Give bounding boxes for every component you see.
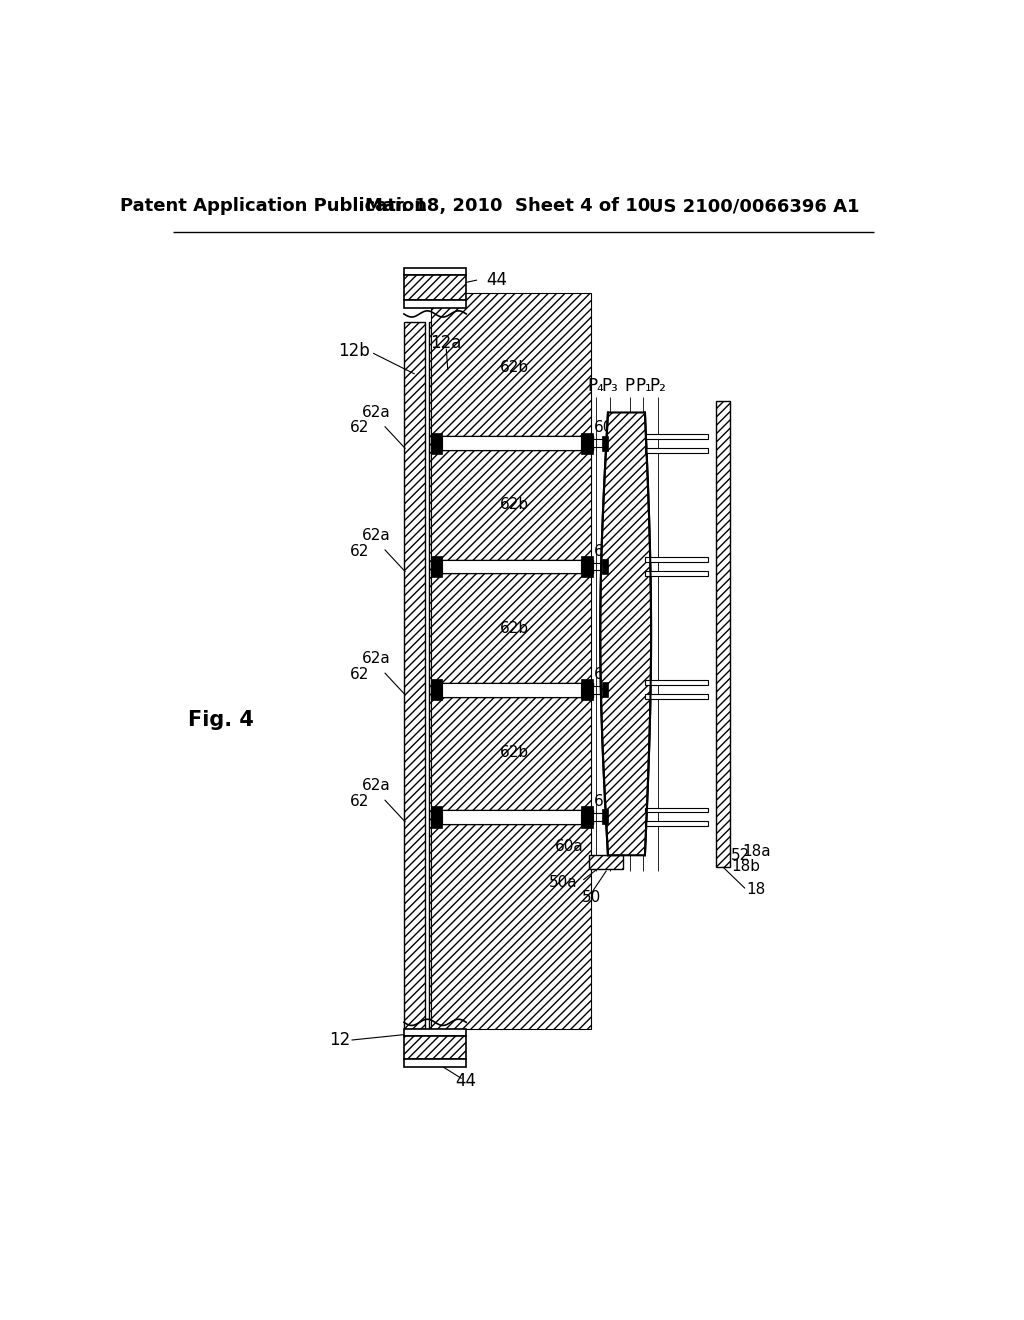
Bar [431,437,593,450]
Bar [431,682,593,697]
Bar [645,821,708,826]
Bar [429,322,466,1028]
Polygon shape [600,412,651,855]
Text: 60: 60 [594,420,613,436]
Text: 52: 52 [731,847,751,863]
Text: 12a: 12a [430,334,462,352]
Bar [716,401,730,867]
Bar [431,433,442,454]
Bar [442,560,581,573]
Bar [645,681,708,685]
Bar [581,807,593,828]
Text: 62: 62 [350,544,370,558]
Bar [581,678,593,701]
Text: 62: 62 [350,420,370,436]
Bar [442,437,581,450]
Bar [593,562,608,570]
Text: P: P [625,376,635,395]
Bar [431,293,591,437]
Bar [581,433,593,454]
Bar [602,809,608,825]
Bar [431,556,442,577]
Bar [581,556,593,577]
Text: P₁: P₁ [635,376,651,395]
Bar [590,855,624,869]
Text: P₃: P₃ [601,376,617,395]
Text: P₄: P₄ [588,376,604,395]
Text: 18a: 18a [742,843,771,859]
Bar [403,1059,466,1067]
Bar [602,436,608,451]
Bar [431,807,442,828]
Text: 60: 60 [594,544,613,558]
Text: 62b: 62b [501,360,529,375]
Bar [403,300,466,308]
Bar [645,808,708,812]
Text: 62b: 62b [501,620,529,636]
Text: 12: 12 [329,1031,350,1049]
Bar [431,450,591,560]
Text: 62a: 62a [361,528,390,544]
Text: P₂: P₂ [649,376,667,395]
Bar [431,824,591,1028]
Text: 62a: 62a [361,651,390,667]
Text: 62a: 62a [361,779,390,793]
Text: 12b: 12b [338,342,370,360]
Text: 62a: 62a [361,405,390,420]
Bar [431,573,591,682]
Text: 18b: 18b [731,859,760,874]
Bar [403,268,466,276]
Bar [431,560,593,573]
Bar [431,678,442,701]
Text: 44: 44 [455,1072,476,1090]
Text: US 2100/0066396 A1: US 2100/0066396 A1 [649,197,859,215]
Text: 62b: 62b [501,498,529,512]
Bar [403,276,466,300]
Text: 60: 60 [594,793,613,809]
Bar [403,322,425,1028]
Text: 62: 62 [350,667,370,682]
Bar [593,686,608,693]
Bar [593,440,608,447]
Text: 60: 60 [594,667,613,682]
Bar [645,447,708,453]
Bar [442,810,581,824]
Bar [431,697,591,809]
Bar [442,682,581,697]
Text: 44: 44 [485,271,507,289]
Bar [431,810,593,824]
Text: 62b: 62b [501,746,529,760]
Bar [645,557,708,562]
Bar [593,813,608,821]
Bar [645,694,708,700]
Text: Fig. 4: Fig. 4 [188,710,254,730]
Text: 18: 18 [746,882,766,898]
Bar [403,1036,466,1059]
Bar [645,434,708,438]
Bar [602,558,608,574]
Bar [403,1028,466,1036]
Text: Mar. 18, 2010  Sheet 4 of 10: Mar. 18, 2010 Sheet 4 of 10 [366,197,650,215]
Text: Patent Application Publication: Patent Application Publication [120,197,427,215]
Bar [602,682,608,697]
Bar [645,572,708,576]
Text: 50a: 50a [549,875,578,890]
Text: 60a: 60a [555,838,584,854]
Text: 62: 62 [350,793,370,809]
Text: 50: 50 [582,890,601,906]
